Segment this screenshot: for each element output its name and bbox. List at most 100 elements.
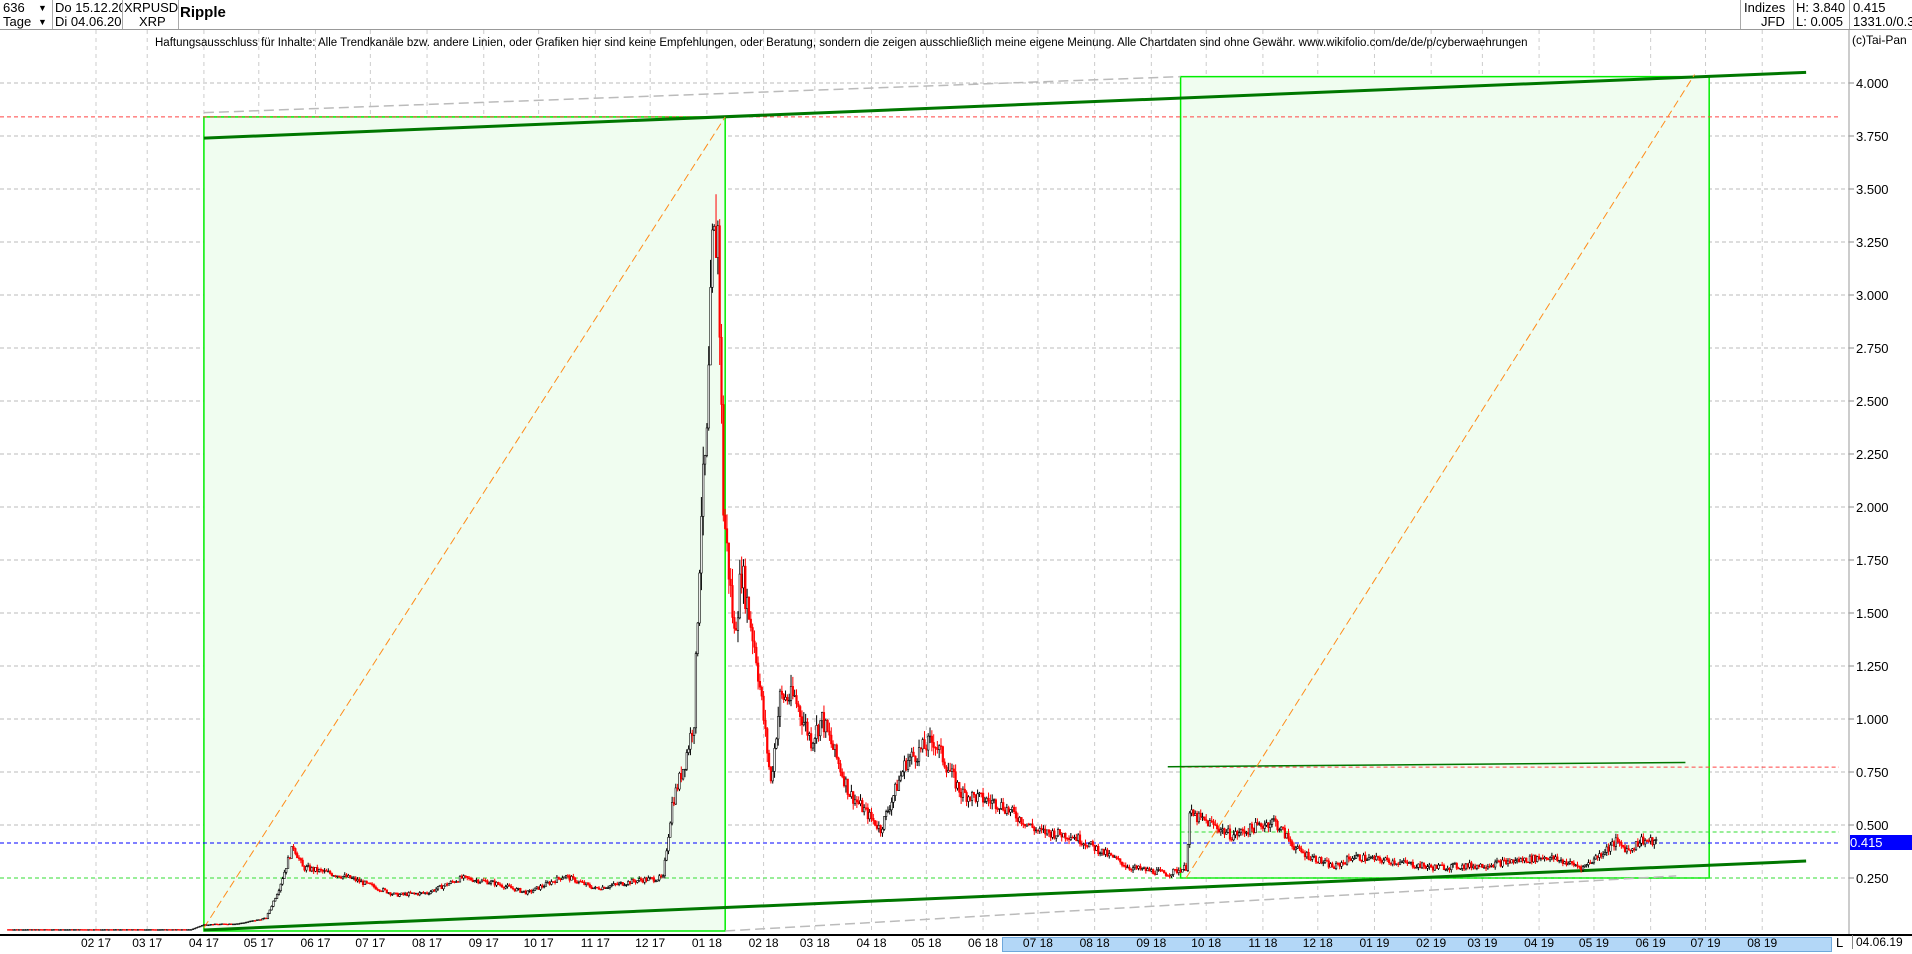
x-tick-label: 08 17 (412, 936, 443, 950)
candle-body (932, 742, 935, 748)
price-chart[interactable]: 0.250 0.500 0.750 1.000 1.250 1.500 1.750 2.000… (0, 30, 1912, 934)
candle-body (453, 881, 456, 883)
candle-body (1108, 853, 1111, 857)
candle-body (455, 881, 458, 883)
candle-body (746, 596, 749, 609)
bars-count: 636 (3, 0, 25, 15)
candle-body (610, 884, 613, 887)
candle-body (135, 929, 138, 931)
x-tick-label: 10 17 (523, 936, 554, 950)
candle-body (923, 739, 926, 749)
candle-body (416, 893, 420, 896)
candle-body (1362, 854, 1365, 862)
candle-body (791, 686, 794, 697)
candle-body (1495, 860, 1499, 863)
candle-body (643, 877, 646, 883)
candle-body (1649, 837, 1652, 842)
candle-body (546, 882, 549, 884)
copyright: (c)Tai-Pan (1852, 33, 1907, 47)
candle-body (1228, 828, 1232, 840)
candle-body (822, 712, 826, 733)
symbol-box[interactable]: XRPUSD XRP (122, 0, 179, 29)
candle-body (1603, 852, 1607, 855)
candle-body (1411, 861, 1414, 868)
candle-body (371, 883, 374, 886)
candle-body (691, 732, 694, 736)
candle-body (1166, 875, 1169, 877)
candle-body (806, 721, 809, 736)
candle-body (961, 788, 965, 798)
candle-body (122, 929, 125, 931)
candle-body (352, 877, 355, 879)
candle-body (830, 734, 833, 745)
bars-count-selector[interactable]: 636 ▼ Tage ▼ (0, 0, 53, 29)
candle-body (296, 853, 299, 859)
candle-body (718, 225, 721, 338)
candle-body (896, 783, 899, 791)
candle-body (1585, 864, 1588, 866)
candle-body (436, 886, 440, 890)
candle-body (1069, 837, 1072, 840)
candle-body (700, 516, 703, 574)
candle-body (389, 892, 392, 896)
chevron-down-icon[interactable]: ▼ (38, 3, 47, 13)
candle-body (210, 924, 213, 926)
candle-body (1163, 870, 1166, 874)
candle-body (810, 733, 813, 749)
candle-body (1225, 832, 1228, 835)
candle-body (230, 923, 233, 925)
candle-body (1311, 856, 1314, 860)
candle-body (552, 881, 555, 883)
candle-body (58, 929, 61, 931)
candle-body (98, 929, 101, 931)
candle-body (641, 879, 644, 883)
candle-body (603, 886, 606, 889)
candle-body (175, 929, 178, 931)
chevron-down-icon[interactable]: ▼ (38, 17, 47, 27)
candle-body (597, 887, 601, 890)
candle-body (85, 929, 88, 931)
date-range[interactable]: Do 15.12.2016 Di 04.06.2019 (52, 0, 123, 29)
candle-body (564, 875, 568, 878)
x-tick-label: 10 18 (1191, 936, 1222, 950)
candle-body (1199, 812, 1202, 818)
candle-body (777, 716, 780, 740)
candle-body (1375, 855, 1378, 861)
candle-body (808, 733, 811, 736)
scroll-left-button[interactable]: L (1836, 935, 1844, 950)
candle-body (570, 876, 573, 881)
candle-body (250, 920, 253, 922)
candle-body (243, 922, 246, 924)
current-date: 04.06.19 (1852, 935, 1912, 949)
candle-body (1214, 824, 1217, 826)
candle-body (727, 542, 730, 580)
candle-body (162, 929, 165, 931)
candle-body (363, 880, 366, 885)
candle-body (93, 929, 96, 931)
candle-body (846, 778, 849, 795)
last-value: 0.415 (1853, 0, 1886, 15)
candle-body (312, 867, 315, 872)
candle-body (1009, 809, 1012, 813)
candle-body (826, 720, 829, 732)
candle-body (819, 720, 822, 737)
candle-body (113, 929, 116, 931)
candle-body (1254, 822, 1257, 834)
candle-body (1422, 862, 1425, 867)
candle-body (211, 924, 215, 926)
candle-body (61, 929, 65, 931)
candle-body (473, 880, 476, 882)
candle-body (835, 744, 838, 759)
candle-body (506, 884, 509, 887)
candle-body (118, 929, 121, 931)
candle-body (510, 885, 513, 889)
candle-body (802, 722, 805, 726)
candle-body (180, 929, 184, 931)
candle-body (1389, 862, 1393, 865)
candle-body (500, 884, 504, 888)
candle-body (142, 929, 145, 931)
candle-body (744, 565, 747, 609)
chart-header: 636 ▼ Tage ▼ Do 15.12.2016 Di 04.06.2019… (0, 0, 1912, 30)
candle-body (1252, 828, 1255, 834)
candle-body (1470, 862, 1473, 869)
